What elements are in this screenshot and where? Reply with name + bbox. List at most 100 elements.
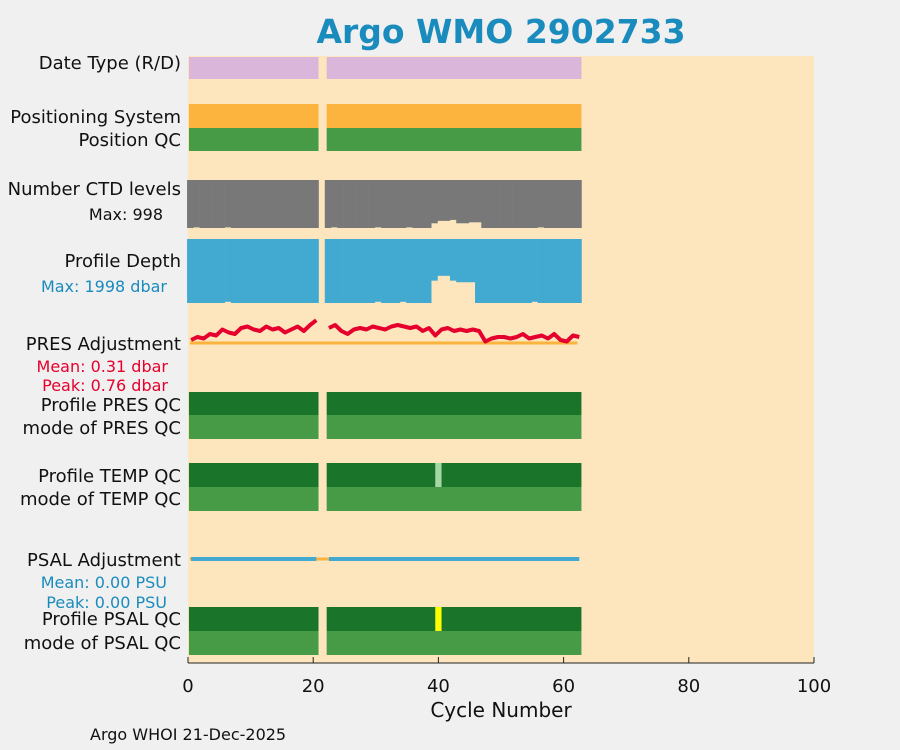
profile-depth-bar-42 <box>449 239 457 281</box>
ctd-levels-bar-34 <box>399 180 407 228</box>
psal-profile-qc-row-segment-1 <box>326 607 582 631</box>
psal-mode-qc-row-segment-1 <box>326 631 582 655</box>
profile-depth-bar-7 <box>230 239 238 303</box>
ctd-levels-bar-20 <box>312 180 319 228</box>
temp-profile-qc-mark-cycle-40 <box>435 463 442 487</box>
profile-depth-bar-48 <box>487 239 495 303</box>
ctd-levels-bar-41 <box>443 180 451 221</box>
profile-depth-bar-50 <box>500 239 507 303</box>
ctd-levels-bar-4 <box>212 180 219 228</box>
label-ctd-max: Max: 998 <box>89 205 163 224</box>
profile-depth-bar-61 <box>568 239 576 303</box>
ctd-levels-bar-7 <box>230 180 238 228</box>
ctd-levels-bar-47 <box>481 180 488 228</box>
ctd-levels-bar-61 <box>568 180 576 228</box>
pres-mode-qc-row-segment-1 <box>326 415 582 439</box>
ctd-levels-bar-50 <box>500 180 507 228</box>
pres-profile-qc-row-segment-0 <box>188 392 319 415</box>
profile-depth-bar-29 <box>368 239 376 303</box>
ctd-levels-bar-1 <box>193 180 200 228</box>
pres-profile-qc-row-segment-1 <box>326 392 582 415</box>
label-psal-mean: Mean: 0.00 PSU <box>41 573 167 592</box>
ctd-levels-bar-29 <box>368 180 376 228</box>
ctd-levels-bar-26 <box>349 180 357 228</box>
ctd-levels-bar-9 <box>243 180 250 228</box>
profile-depth-bar-14 <box>274 239 282 303</box>
profile-depth-bar-46 <box>475 239 482 303</box>
ctd-levels-bar-22 <box>324 180 332 228</box>
ctd-levels-bar-25 <box>343 180 351 228</box>
ctd-levels-bar-38 <box>424 180 432 228</box>
ctd-levels-bar-56 <box>537 180 545 228</box>
temp-mode-qc-row-segment-0 <box>188 487 319 511</box>
ctd-levels-bar-14 <box>274 180 282 228</box>
x-tick-label-40: 40 <box>427 676 450 697</box>
positioning-row-segment-0 <box>188 104 319 128</box>
profile-depth-bar-16 <box>287 239 294 303</box>
ctd-levels-bar-15 <box>280 180 288 228</box>
profile-depth-bar-10 <box>249 239 257 303</box>
ctd-levels-bar-51 <box>506 180 513 228</box>
profile-depth-bar-20 <box>312 239 319 303</box>
profile-depth-bar-11 <box>255 239 263 303</box>
profile-depth-bar-32 <box>387 239 394 303</box>
label-profile-depth: Profile Depth <box>64 251 181 272</box>
ctd-levels-bar-8 <box>237 180 244 228</box>
ctd-levels-bar-18 <box>299 180 307 228</box>
label-temp-profile-qc: Profile TEMP QC <box>38 466 181 487</box>
profile-depth-bar-40 <box>437 239 445 276</box>
profile-depth-bar-34 <box>399 239 407 302</box>
ctd-levels-bar-55 <box>531 180 538 228</box>
ctd-levels-bar-27 <box>356 180 363 228</box>
profile-depth-bar-62 <box>575 239 582 303</box>
profile-depth-bar-59 <box>556 239 563 303</box>
temp-profile-qc-row-segment-0 <box>188 463 319 487</box>
profile-depth-bar-9 <box>243 239 250 303</box>
profile-depth-bar-37 <box>418 239 426 303</box>
ctd-levels-bar-59 <box>556 180 563 228</box>
profile-depth-bar-56 <box>537 239 545 303</box>
label-position-qc: Position QC <box>78 130 181 151</box>
profile-depth-bar-30 <box>374 239 382 302</box>
profile-depth-bar-49 <box>493 239 501 303</box>
ctd-levels-bar-12 <box>262 180 269 228</box>
label-date-type: Date Type (R/D) <box>39 53 181 74</box>
profile-depth-bar-54 <box>525 239 532 303</box>
profile-depth-bar-17 <box>293 239 301 303</box>
x-axis-label: Cycle Number <box>430 698 572 722</box>
profile-depth-bar-1 <box>193 239 200 303</box>
ctd-levels-bar-44 <box>462 180 470 224</box>
x-tick-label-60: 60 <box>552 676 575 697</box>
psal-profile-qc-row-segment-0 <box>188 607 319 631</box>
pres-mode-qc-row-segment-0 <box>188 415 319 439</box>
profile-depth-bar-3 <box>205 239 213 303</box>
ctd-levels-bar-6 <box>224 180 232 228</box>
ctd-levels-bar-43 <box>456 180 463 224</box>
ctd-levels-bar-3 <box>205 180 213 228</box>
ctd-levels-bar-19 <box>306 180 313 228</box>
profile-depth-bar-13 <box>268 239 276 303</box>
profile-depth-bar-47 <box>481 239 488 303</box>
profile-depth-bar-35 <box>406 239 413 303</box>
label-psal-adjustment: PSAL Adjustment <box>27 550 181 571</box>
ctd-levels-bar-13 <box>268 180 276 228</box>
profile-depth-bar-25 <box>343 239 351 303</box>
x-tick-label-80: 80 <box>677 676 700 697</box>
ctd-levels-bar-39 <box>431 180 438 224</box>
ctd-levels-bar-60 <box>562 180 570 228</box>
label-psal-mode-qc: mode of PSAL QC <box>24 633 181 654</box>
ctd-levels-bar-46 <box>475 180 482 223</box>
ctd-levels-bar-48 <box>487 180 495 228</box>
ctd-levels-bar-23 <box>331 180 338 228</box>
label-depth-max: Max: 1998 dbar <box>41 277 167 296</box>
ctd-levels-bar-30 <box>374 180 382 228</box>
temp-mode-qc-row-segment-1 <box>326 487 582 511</box>
profile-depth-bar-18 <box>299 239 307 303</box>
label-pres-mean: Mean: 0.31 dbar <box>37 357 169 376</box>
ctd-levels-bar-0 <box>187 180 194 228</box>
footer-credit: Argo WHOI 21-Dec-2025 <box>90 725 287 744</box>
profile-depth-bar-55 <box>531 239 538 302</box>
ctd-levels-bar-45 <box>468 180 476 223</box>
ctd-levels-bar-10 <box>249 180 257 228</box>
